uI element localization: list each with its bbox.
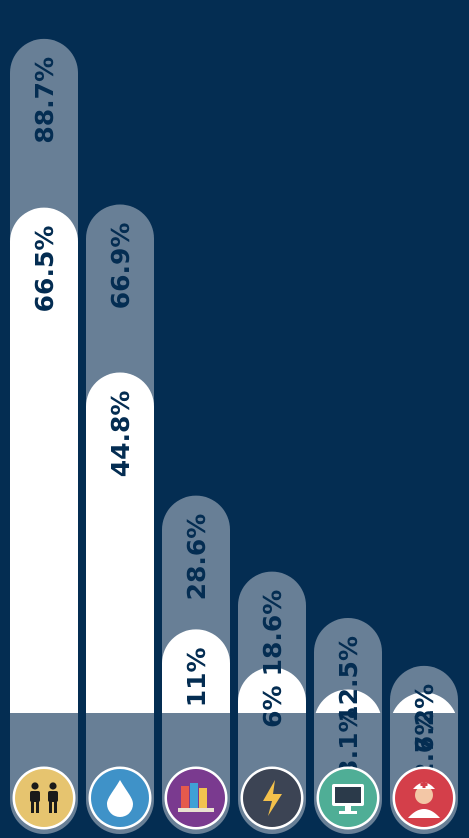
inner-bar-electricity [238, 667, 306, 714]
outer-value-label-water: 66.9% [106, 223, 135, 310]
category-icons [12, 766, 456, 830]
inner-bars [10, 207, 458, 727]
inner-value-label-water: 44.8% [106, 391, 135, 478]
nurse-icon [392, 766, 456, 830]
inner-value-label-electricity: 6% [258, 685, 287, 727]
inner-value-label-computer: 3.1% [334, 707, 363, 776]
inner-bar-health [390, 692, 458, 727]
people-icon [12, 766, 76, 830]
bar-bases [10, 713, 458, 834]
books-icon [164, 766, 228, 830]
computer-icon [316, 766, 380, 830]
outer-value-label-electricity: 18.6% [258, 590, 287, 677]
inner-value-label-books: 11% [182, 647, 211, 707]
outer-value-label-computer: 12.5% [334, 636, 363, 723]
value-labels: 88.7% 66.5% 66.9% 44.8% 28.6% 11% 18.6% 6% 12.5%… [30, 57, 439, 780]
lightning-icon [240, 766, 304, 830]
inner-bar-computer [314, 689, 382, 724]
inner-bar-water [86, 372, 154, 714]
outer-value-label-people: 88.7% [30, 57, 59, 144]
outer-bar-computer [314, 618, 382, 714]
outer-value-label-health: 6.2% [410, 684, 439, 753]
inner-bar-people [10, 207, 78, 714]
inner-value-label-people: 66.5% [30, 226, 59, 313]
inner-bar-books [162, 629, 230, 714]
outer-value-label-books: 28.6% [182, 514, 211, 601]
water-drop-icon [88, 766, 152, 830]
